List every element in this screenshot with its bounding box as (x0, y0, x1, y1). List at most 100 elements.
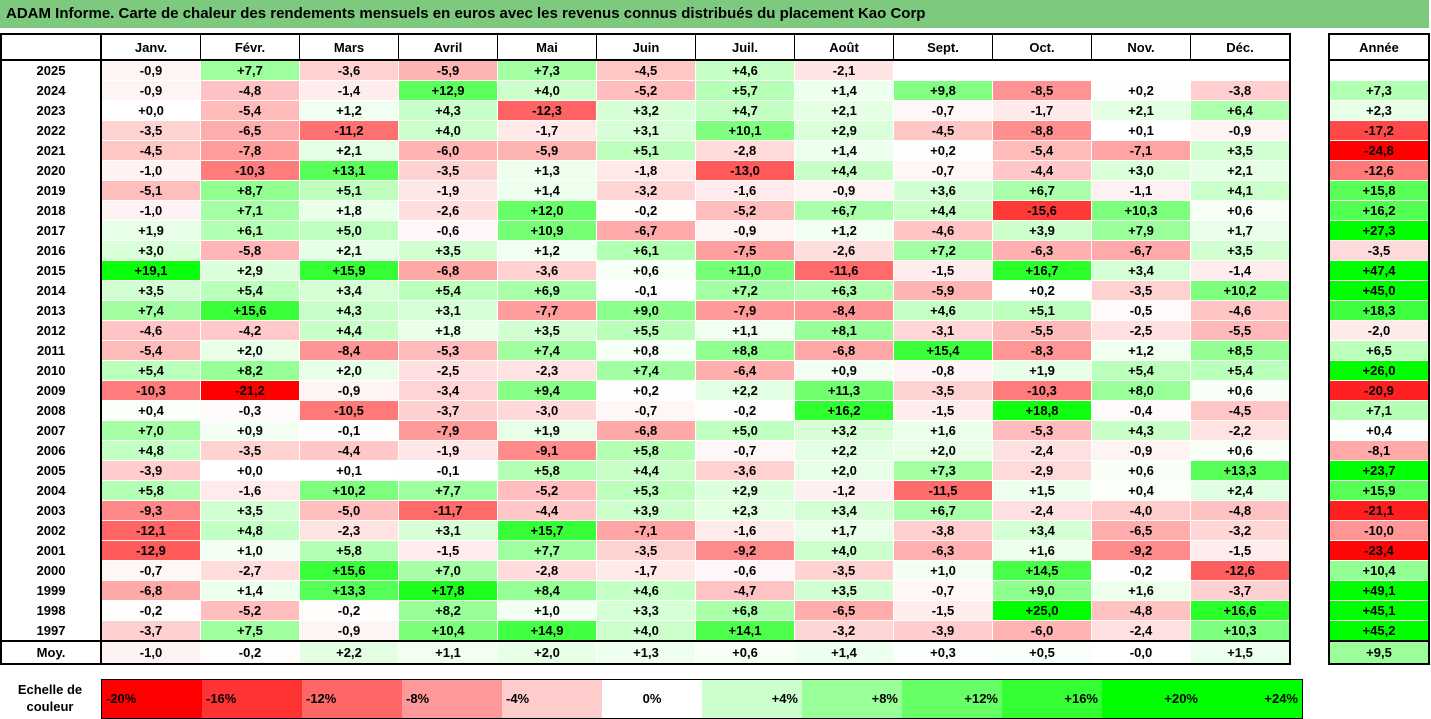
heatmap-cell: -0,8 (893, 360, 993, 381)
heatmap-cell: -7,9 (695, 300, 795, 321)
heatmap-cell: -3,6 (497, 260, 597, 281)
table-row: +26,0 (1329, 360, 1430, 381)
color-scale-swatch: -16% (202, 680, 302, 718)
heatmap-cell: -3,5 (398, 160, 498, 181)
heatmap-cell: +17,8 (398, 580, 498, 601)
heatmap-cell: -6,7 (1091, 240, 1191, 261)
average-cell: +1,4 (794, 640, 894, 665)
heatmap-cell: -5,4 (200, 100, 300, 121)
year-label: 2000 (1, 560, 102, 581)
heatmap-cell: -0,2 (1091, 560, 1191, 581)
annual-cell: +23,7 (1329, 460, 1430, 481)
table-row: +18,3 (1329, 300, 1430, 321)
heatmap-cell: -6,3 (992, 240, 1092, 261)
heatmap-cell: -7,1 (596, 520, 696, 541)
annual-cell: -23,4 (1329, 540, 1430, 561)
heatmap-cell: +2,0 (200, 340, 300, 361)
table-row: 2025 -0,9 +7,7 -3,6 -5,9 +7,3 -4,5 +4,6 -2,1 (1, 60, 1291, 81)
heatmap-cell: +9,8 (893, 80, 993, 101)
heatmap-cell: -0,7 (695, 440, 795, 461)
heatmap-cell: +18,8 (992, 400, 1092, 421)
heatmap-cell: +1,1 (695, 320, 795, 341)
heatmap-cell: -2,6 (794, 240, 894, 261)
heatmap-cell: -11,6 (794, 260, 894, 281)
heatmap-cell: -6,5 (1091, 520, 1191, 541)
heatmap-cell: -5,5 (1190, 320, 1291, 341)
heatmap-cell: -11,2 (299, 120, 399, 141)
heatmap-cell: -3,5 (596, 540, 696, 561)
table-row: +15,9 (1329, 480, 1430, 501)
heatmap-cell: -0,9 (1091, 440, 1191, 461)
heatmap-cell: +6,1 (596, 240, 696, 261)
heatmap-cell: +1,8 (398, 320, 498, 341)
heatmap-cell: -2,3 (497, 360, 597, 381)
heatmap-cell: -1,5 (893, 260, 993, 281)
heatmap-cell: -3,9 (101, 460, 201, 481)
month-header: Août (794, 34, 894, 61)
heatmap-cell: -0,5 (1091, 300, 1191, 321)
heatmap-cell: +0,0 (200, 460, 300, 481)
heatmap-cell: +1,8 (299, 200, 399, 221)
heatmap-cell: +0,1 (299, 460, 399, 481)
heatmap-cell: -0,1 (299, 420, 399, 441)
heatmap-cell: +1,4 (794, 140, 894, 161)
heatmap-cell: -0,9 (299, 380, 399, 401)
table-row: 2014 +3,5 +5,4 +3,4 +5,4 +6,9 -0,1 +7,2 +6,3 -5,9… (1, 280, 1291, 301)
heatmap-cell: +3,5 (101, 280, 201, 301)
color-scale-swatch: -4% (502, 680, 602, 718)
heatmap-cell: +5,4 (101, 360, 201, 381)
year-label: 1997 (1, 620, 102, 642)
heatmap-cell: +7,7 (398, 480, 498, 501)
heatmap-cell: +0,6 (1190, 380, 1291, 401)
heatmap-cell: +8,1 (794, 320, 894, 341)
average-cell: -0,2 (200, 640, 300, 665)
table-row: +7,3 (1329, 80, 1430, 101)
heatmap-cell: +7,5 (200, 620, 300, 642)
heatmap-cell: +6,8 (695, 600, 795, 621)
heatmap-cell: -2,1 (794, 60, 894, 81)
heatmap-cell: +3,9 (992, 220, 1092, 241)
heatmap-cell: +6,7 (992, 180, 1092, 201)
table-row: 2019 -5,1 +8,7 +5,1 -1,9 +1,4 -3,2 -1,6 -0,9 +3,6… (1, 180, 1291, 201)
heatmap-cell: +3,1 (596, 120, 696, 141)
annual-cell: +45,0 (1329, 280, 1430, 301)
heatmap-cell: -4,2 (200, 320, 300, 341)
heatmap-cell: +2,1 (299, 240, 399, 261)
heatmap-cell: +16,2 (794, 400, 894, 421)
heatmap-cell: +7,3 (497, 60, 597, 81)
heatmap-cell: +25,0 (992, 600, 1092, 621)
table-row: 2000 -0,7 -2,7 +15,6 +7,0 -2,8 -1,7 -0,6 -3,5 +1,… (1, 560, 1291, 581)
heatmap-cell: +5,1 (992, 300, 1092, 321)
heatmap-cell: -5,2 (596, 80, 696, 101)
average-cell: +1,1 (398, 640, 498, 665)
heatmap-cell: -3,0 (497, 400, 597, 421)
heatmap-cell: -0,7 (893, 580, 993, 601)
heatmap-cell: +3,9 (596, 500, 696, 521)
heatmap-cell: +3,2 (794, 420, 894, 441)
heatmap-cell: -5,8 (200, 240, 300, 261)
year-label: 2001 (1, 540, 102, 561)
color-scale-swatch: +24% (1202, 680, 1302, 718)
heatmap-cell: -0,2 (101, 600, 201, 621)
heatmap-cell: +4,3 (299, 300, 399, 321)
heatmap-cell: +1,4 (200, 580, 300, 601)
heatmap-cell: -6,5 (200, 120, 300, 141)
year-label: 2003 (1, 500, 102, 521)
heatmap-cell: +3,5 (398, 240, 498, 261)
color-scale-legend: -20% -16% -12% -8% -4% 0% +4% +8% +12% +16% +20% +2… (101, 679, 1303, 719)
table-row: +2,3 (1329, 100, 1430, 121)
table-row: 2011 -5,4 +2,0 -8,4 -5,3 +7,4 +0,8 +8,8 -6,8 +15,… (1, 340, 1291, 361)
heatmap-cell: -4,5 (101, 140, 201, 161)
annual-cell: +26,0 (1329, 360, 1430, 381)
heatmap-cell: +5,1 (299, 180, 399, 201)
heatmap-cell: -6,7 (596, 220, 696, 241)
heatmap-cell: -4,8 (1091, 600, 1191, 621)
heatmap-cell: -5,2 (497, 480, 597, 501)
heatmap-cell: +11,3 (794, 380, 894, 401)
table-row: -17,2 (1329, 120, 1430, 141)
heatmap-cell: +15,6 (299, 560, 399, 581)
table-row: 2021 -4,5 -7,8 +2,1 -6,0 -5,9 +5,1 -2,8 +1,4 +0,2… (1, 140, 1291, 161)
heatmap-cell: -5,0 (299, 500, 399, 521)
month-header: Mars (299, 34, 399, 61)
annual-cell: -17,2 (1329, 120, 1430, 141)
